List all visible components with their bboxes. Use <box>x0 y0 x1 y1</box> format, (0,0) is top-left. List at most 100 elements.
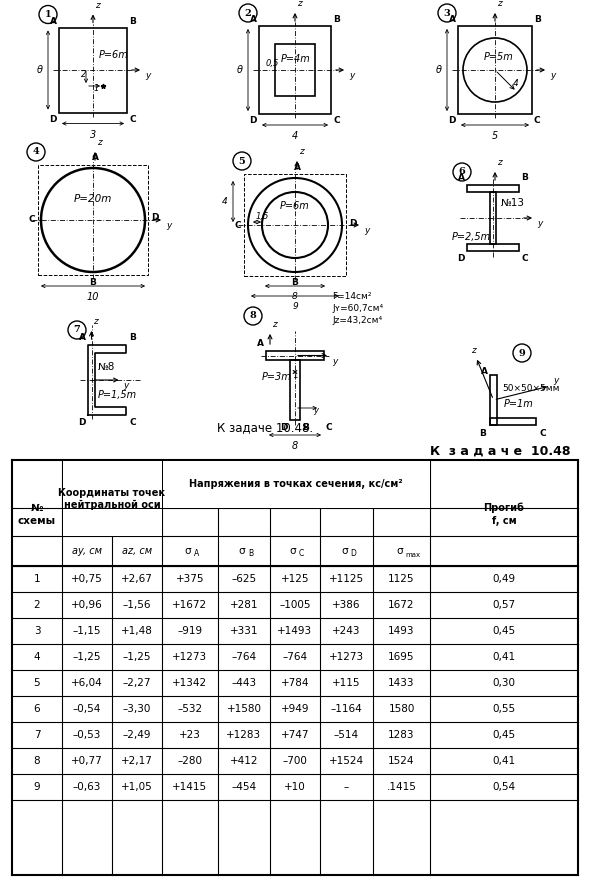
Text: 4: 4 <box>32 148 40 157</box>
Text: Напряжения в точках сечения, кс/см²: Напряжения в точках сечения, кс/см² <box>189 479 403 489</box>
Text: –1,56: –1,56 <box>123 600 151 610</box>
Text: 2: 2 <box>245 9 251 18</box>
Text: 6: 6 <box>34 704 40 714</box>
Text: 1524: 1524 <box>388 756 415 766</box>
Text: –625: –625 <box>231 574 257 584</box>
Text: –0,53: –0,53 <box>73 730 101 740</box>
Text: C: C <box>129 418 136 427</box>
Text: z: z <box>95 1 100 10</box>
Text: D: D <box>151 214 159 222</box>
Text: 2: 2 <box>34 600 40 610</box>
Text: C: C <box>521 254 527 263</box>
Bar <box>38 165 148 275</box>
Text: 7: 7 <box>74 326 80 335</box>
Text: 0,45: 0,45 <box>493 730 516 740</box>
Text: –1,25: –1,25 <box>73 652 101 662</box>
Text: D: D <box>250 116 257 125</box>
Text: D: D <box>448 116 456 125</box>
Text: z: z <box>93 317 99 326</box>
Text: 1580: 1580 <box>388 704 415 714</box>
Text: 1125: 1125 <box>388 574 415 584</box>
Text: P=6m: P=6m <box>99 50 129 60</box>
Text: A: A <box>50 17 57 26</box>
Text: C: C <box>333 116 340 125</box>
Text: z: z <box>97 138 101 147</box>
Text: 1433: 1433 <box>388 678 415 688</box>
Text: D: D <box>50 115 57 124</box>
Text: σ: σ <box>396 546 403 556</box>
Text: +0,96: +0,96 <box>71 600 103 610</box>
Text: 5: 5 <box>238 157 245 166</box>
Bar <box>275 44 315 96</box>
Text: 5: 5 <box>34 678 40 688</box>
Text: 4: 4 <box>292 131 298 141</box>
Text: A: A <box>91 153 99 162</box>
Text: –764: –764 <box>231 652 257 662</box>
Bar <box>63 508 162 536</box>
Text: az, см: az, см <box>122 546 152 556</box>
Text: y: y <box>145 71 150 80</box>
Text: 1: 1 <box>94 84 99 93</box>
Text: P=4m: P=4m <box>281 54 311 64</box>
Text: –: – <box>344 782 349 792</box>
Text: 3: 3 <box>444 9 450 18</box>
Text: №13: №13 <box>501 198 525 208</box>
Text: +281: +281 <box>230 600 258 610</box>
Text: 1695: 1695 <box>388 652 415 662</box>
Text: 0,45: 0,45 <box>493 626 516 636</box>
Bar <box>467 244 519 251</box>
Text: –2,27: –2,27 <box>123 678 151 688</box>
Text: №: № <box>31 503 43 513</box>
Text: 3: 3 <box>34 626 40 636</box>
Text: y: y <box>349 71 355 80</box>
Text: P=3m: P=3m <box>262 372 291 382</box>
Text: 1: 1 <box>45 10 51 19</box>
Text: D: D <box>78 418 86 427</box>
Text: +1524: +1524 <box>329 756 364 766</box>
Text: θ: θ <box>37 65 43 75</box>
Text: P=2,5m: P=2,5m <box>451 232 490 242</box>
Text: +115: +115 <box>332 678 360 688</box>
Bar <box>244 174 346 276</box>
Text: f, см: f, см <box>491 516 516 526</box>
Text: 4: 4 <box>34 652 40 662</box>
Text: 0,41: 0,41 <box>493 756 516 766</box>
Text: –764: –764 <box>283 652 307 662</box>
Text: 0,30: 0,30 <box>493 678 516 688</box>
Text: +1273: +1273 <box>172 652 208 662</box>
Text: 4: 4 <box>512 79 518 88</box>
Text: –0,63: –0,63 <box>73 782 101 792</box>
Text: +1,48: +1,48 <box>121 626 153 636</box>
Text: y: y <box>550 71 555 80</box>
Bar <box>266 351 324 360</box>
Text: P=20m: P=20m <box>74 194 112 204</box>
Text: 1672: 1672 <box>388 600 415 610</box>
Text: +2,67: +2,67 <box>121 574 153 584</box>
Text: A: A <box>293 163 300 172</box>
Text: P=1,5m: P=1,5m <box>98 390 137 400</box>
Text: 1: 1 <box>293 371 297 380</box>
Text: +10: +10 <box>284 782 306 792</box>
Text: P=6m: P=6m <box>280 201 310 211</box>
Text: 9: 9 <box>34 782 40 792</box>
Text: +2,17: +2,17 <box>121 756 153 766</box>
Text: 1283: 1283 <box>388 730 415 740</box>
Text: Координаты точек: Координаты точек <box>58 488 166 498</box>
Bar <box>490 192 496 244</box>
Text: B: B <box>248 549 253 559</box>
Text: +1283: +1283 <box>227 730 261 740</box>
Text: σ: σ <box>185 546 191 556</box>
Text: 10: 10 <box>87 292 99 302</box>
Text: z: z <box>497 158 502 167</box>
Text: +243: +243 <box>332 626 360 636</box>
Text: схемы: схемы <box>18 516 56 526</box>
Text: y: y <box>332 357 337 366</box>
Text: +0,75: +0,75 <box>71 574 103 584</box>
Text: B: B <box>333 15 340 24</box>
Text: B: B <box>90 278 96 287</box>
Text: –532: –532 <box>178 704 202 714</box>
Text: –2,49: –2,49 <box>123 730 151 740</box>
Text: +1493: +1493 <box>277 626 313 636</box>
Text: 50×50×5мм: 50×50×5мм <box>502 384 559 393</box>
Text: z: z <box>471 346 476 355</box>
